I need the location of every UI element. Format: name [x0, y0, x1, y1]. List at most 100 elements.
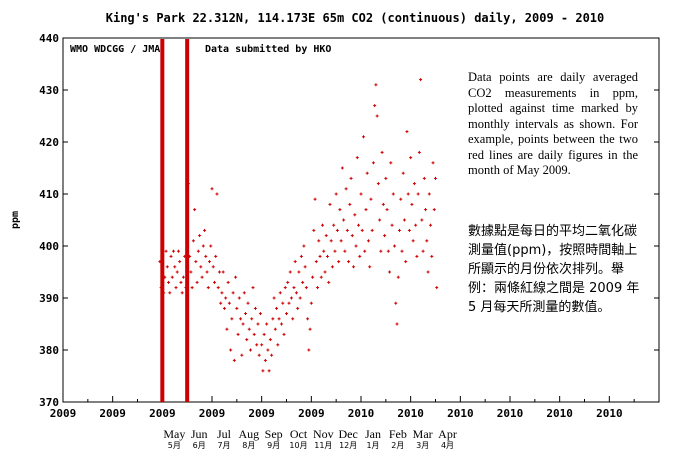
- data-point: [167, 280, 171, 284]
- data-point: [393, 244, 397, 248]
- data-point: [293, 260, 297, 264]
- data-point: [427, 192, 431, 196]
- data-points: [158, 78, 439, 373]
- data-point: [268, 338, 272, 342]
- data-point: [224, 296, 228, 300]
- data-point: [395, 322, 399, 326]
- data-point: [244, 312, 248, 316]
- data-point: [420, 218, 424, 222]
- data-point: [190, 286, 194, 290]
- data-point: [260, 343, 264, 347]
- data-point: [340, 166, 344, 170]
- month-label-en: Mar: [412, 427, 433, 441]
- month-label-en: May: [163, 427, 186, 441]
- month-label-en: Aug: [238, 427, 260, 441]
- month-label: May 5月: [154, 428, 194, 451]
- data-point: [421, 249, 425, 253]
- month-label-zh: 9月: [267, 441, 281, 450]
- data-point: [313, 197, 317, 201]
- data-point: [276, 343, 280, 347]
- x-tick-label: 2009: [199, 407, 226, 420]
- data-point: [337, 260, 341, 264]
- data-point: [199, 265, 203, 269]
- data-point: [324, 234, 328, 238]
- data-point: [247, 327, 251, 331]
- data-point: [246, 301, 250, 305]
- chart-subtitle-right: Data submitted by HKO: [205, 43, 331, 55]
- month-label-zh: 2月: [391, 441, 405, 450]
- data-point: [328, 202, 332, 206]
- data-point: [216, 286, 220, 290]
- data-point: [364, 208, 368, 212]
- data-point: [349, 176, 353, 180]
- y-axis-label: ppm: [10, 211, 21, 229]
- data-point: [270, 353, 274, 357]
- x-tick-label: 2009: [99, 407, 126, 420]
- month-label-en: Dec: [338, 427, 358, 441]
- data-point: [286, 280, 290, 284]
- month-label-zh: 7月: [217, 441, 231, 450]
- data-point: [175, 270, 179, 274]
- y-tick-label: 390: [39, 292, 59, 305]
- data-point: [431, 161, 435, 165]
- y-axis: 370 380 390 400 410 420 430 440: [39, 32, 659, 409]
- data-point: [222, 306, 226, 310]
- data-point: [245, 338, 249, 342]
- data-point: [353, 213, 357, 217]
- data-point: [400, 249, 404, 253]
- y-tick-label: 410: [39, 188, 59, 201]
- data-point: [204, 254, 208, 258]
- month-label: Jan 1月: [353, 428, 393, 451]
- data-point: [384, 176, 388, 180]
- data-point: [174, 286, 178, 290]
- data-point: [332, 223, 336, 227]
- x-tick-label: 2010: [497, 407, 524, 420]
- month-label-en: Jun: [190, 427, 208, 441]
- data-point: [275, 306, 279, 310]
- data-point: [368, 265, 372, 269]
- x-tick-label: 2010: [546, 407, 573, 420]
- data-point: [184, 286, 188, 290]
- data-point: [251, 286, 255, 290]
- data-point: [435, 286, 439, 290]
- data-point: [311, 275, 315, 279]
- data-point: [342, 218, 346, 222]
- x-tick-label: 2009: [298, 407, 325, 420]
- data-point: [406, 192, 410, 196]
- data-point: [317, 239, 321, 243]
- data-point: [314, 260, 318, 264]
- data-point: [370, 228, 374, 232]
- data-point: [410, 202, 414, 206]
- data-point: [318, 254, 322, 258]
- data-point: [359, 192, 363, 196]
- data-point: [176, 249, 180, 253]
- data-point: [179, 280, 183, 284]
- data-point: [352, 265, 356, 269]
- data-point: [198, 234, 202, 238]
- data-point: [419, 78, 423, 82]
- month-label-en: Jan: [365, 427, 381, 441]
- data-point: [401, 171, 405, 175]
- data-point: [414, 223, 418, 227]
- data-point: [363, 249, 367, 253]
- data-point: [425, 239, 429, 243]
- data-point: [234, 275, 238, 279]
- data-point: [273, 327, 277, 331]
- data-point: [327, 280, 331, 284]
- data-point: [280, 322, 284, 326]
- data-point: [299, 254, 303, 258]
- data-point: [158, 260, 162, 264]
- data-point: [308, 327, 312, 331]
- data-point: [426, 270, 430, 274]
- data-point: [405, 130, 409, 134]
- data-point: [378, 218, 382, 222]
- x-tick-label: 2009: [149, 407, 176, 420]
- data-point: [225, 327, 229, 331]
- month-label-zh: 3月: [416, 441, 430, 450]
- data-point: [347, 260, 351, 264]
- data-point: [361, 135, 365, 139]
- data-point: [220, 291, 224, 295]
- x-tick-label: 2009: [248, 407, 275, 420]
- data-point: [383, 234, 387, 238]
